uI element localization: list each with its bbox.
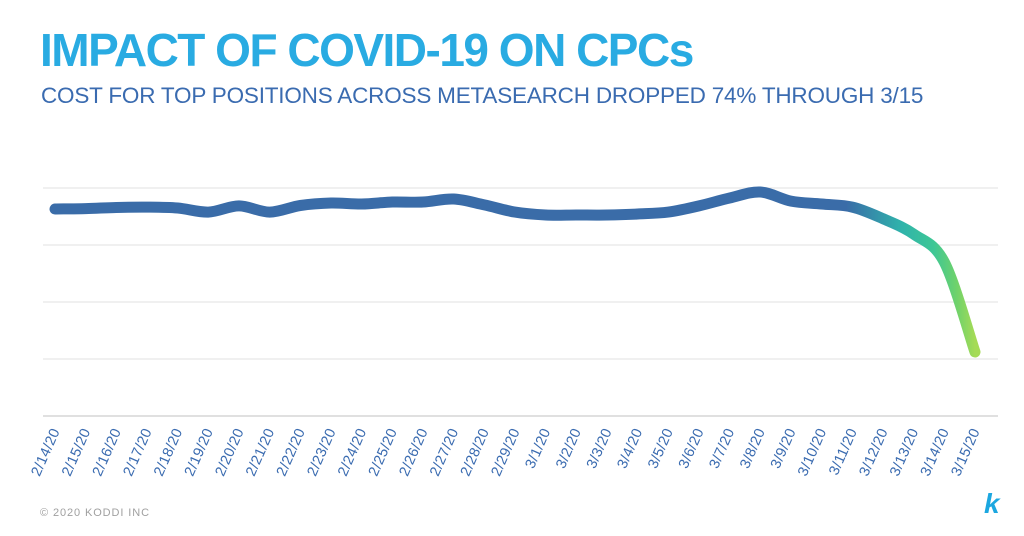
cpc-trend-line (49, 186, 981, 358)
x-tick-label: 3/11/20 (826, 426, 861, 478)
x-tick-label: 3/7/20 (707, 426, 739, 471)
x-tick-label: 3/4/20 (615, 426, 647, 471)
x-tick-label: 3/1/20 (523, 426, 555, 471)
x-tick-label: 3/12/20 (857, 426, 892, 479)
x-tick-label: 3/8/20 (737, 426, 769, 471)
x-tick-label: 2/29/20 (489, 426, 524, 479)
x-tick-label: 2/26/20 (397, 426, 432, 479)
x-tick-label: 3/6/20 (676, 426, 708, 471)
x-tick-label: 3/14/20 (918, 426, 953, 479)
x-tick-label: 3/5/20 (645, 426, 677, 471)
x-tick-label: 2/22/20 (274, 426, 309, 479)
x-tick-label: 2/21/20 (243, 426, 278, 479)
x-tick-label: 3/13/20 (887, 426, 922, 479)
x-tick-label: 2/19/20 (182, 426, 217, 479)
x-tick-label: 2/18/20 (151, 426, 186, 479)
x-tick-label: 2/20/20 (213, 426, 248, 479)
page-title: IMPACT OF COVID-19 ON CPCs (40, 24, 694, 76)
x-tick-label: 2/14/20 (29, 426, 64, 479)
x-tick-label: 3/2/20 (553, 426, 585, 471)
x-tick-label: 2/25/20 (366, 426, 401, 479)
x-tick-label: 2/27/20 (427, 426, 462, 479)
x-tick-label: 2/17/20 (121, 426, 156, 479)
copyright-text: © 2020 KODDI INC (40, 507, 150, 519)
x-tick-label: 3/9/20 (768, 426, 800, 471)
x-tick-label: 2/16/20 (90, 426, 125, 479)
x-tick-label: 2/24/20 (335, 426, 370, 479)
x-tick-label: 2/15/20 (59, 426, 94, 479)
page-subtitle: COST FOR TOP POSITIONS ACROSS METASEARCH… (41, 83, 924, 109)
header: IMPACT OF COVID-19 ON CPCs COST FOR TOP … (40, 26, 1004, 109)
x-tick-label: 3/15/20 (949, 426, 984, 479)
koddi-logo: k (984, 488, 1000, 519)
x-tick-label: 3/10/20 (795, 426, 830, 479)
x-tick-label: 3/3/20 (584, 426, 616, 471)
x-tick-label: 2/23/20 (305, 426, 340, 479)
x-tick-label: 2/28/20 (458, 426, 493, 479)
